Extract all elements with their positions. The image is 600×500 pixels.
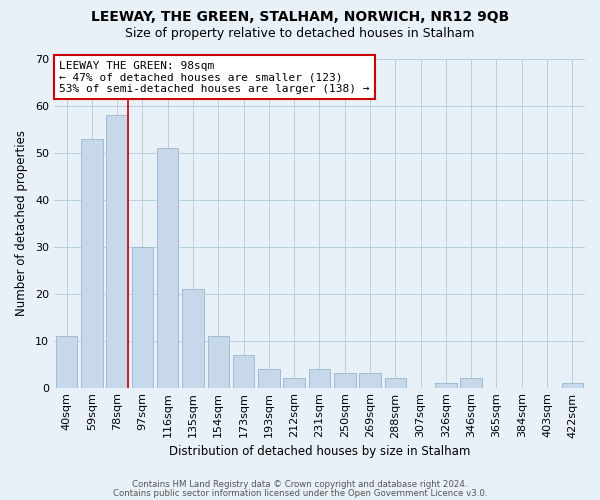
Text: Contains HM Land Registry data © Crown copyright and database right 2024.: Contains HM Land Registry data © Crown c… xyxy=(132,480,468,489)
Bar xyxy=(258,369,280,388)
Bar xyxy=(106,116,128,388)
Bar xyxy=(56,336,77,388)
Bar xyxy=(131,247,153,388)
Y-axis label: Number of detached properties: Number of detached properties xyxy=(15,130,28,316)
Bar xyxy=(334,374,356,388)
Bar xyxy=(435,383,457,388)
Text: LEEWAY, THE GREEN, STALHAM, NORWICH, NR12 9QB: LEEWAY, THE GREEN, STALHAM, NORWICH, NR1… xyxy=(91,10,509,24)
Text: LEEWAY THE GREEN: 98sqm
← 47% of detached houses are smaller (123)
53% of semi-d: LEEWAY THE GREEN: 98sqm ← 47% of detache… xyxy=(59,60,370,94)
Text: Contains public sector information licensed under the Open Government Licence v3: Contains public sector information licen… xyxy=(113,488,487,498)
Bar xyxy=(460,378,482,388)
Bar xyxy=(182,289,204,388)
X-axis label: Distribution of detached houses by size in Stalham: Distribution of detached houses by size … xyxy=(169,444,470,458)
Bar xyxy=(233,354,254,388)
Bar xyxy=(208,336,229,388)
Bar xyxy=(283,378,305,388)
Bar xyxy=(309,369,330,388)
Bar xyxy=(157,148,178,388)
Bar xyxy=(562,383,583,388)
Text: Size of property relative to detached houses in Stalham: Size of property relative to detached ho… xyxy=(125,28,475,40)
Bar xyxy=(359,374,381,388)
Bar xyxy=(385,378,406,388)
Bar xyxy=(81,139,103,388)
